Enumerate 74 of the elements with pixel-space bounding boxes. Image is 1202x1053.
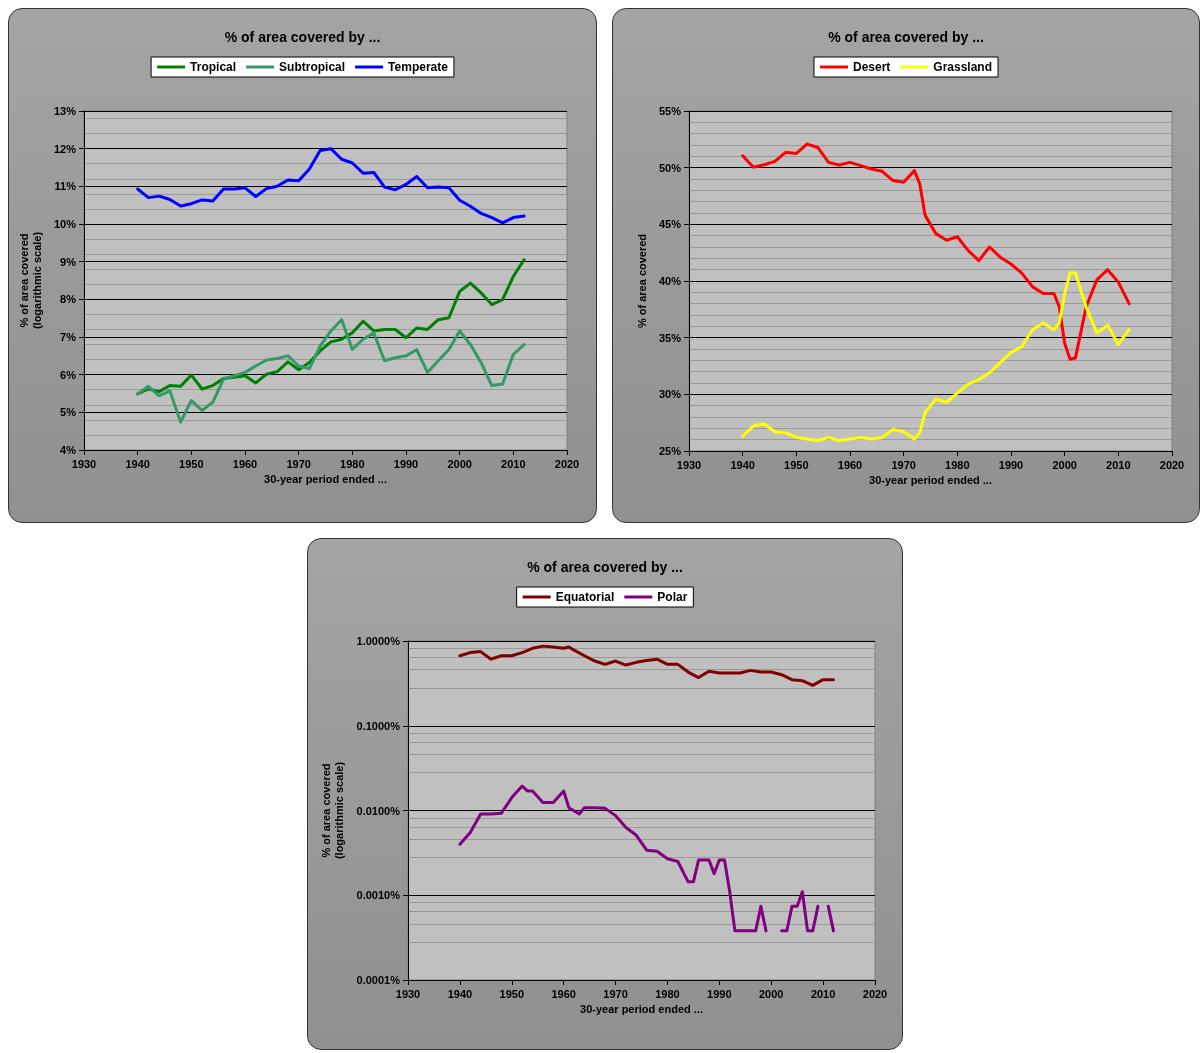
x-tick-label: 1980 <box>340 457 365 470</box>
x-tick-label: 1990 <box>393 457 419 470</box>
x-tick-label: 1980 <box>655 987 680 1000</box>
chart-title: % of area covered by ... <box>527 559 683 575</box>
x-tick-label: 1990 <box>707 987 732 1000</box>
x-tick-label: 1940 <box>447 987 473 1000</box>
y-tick-label: 4% <box>60 444 77 456</box>
y-tick-label: 25% <box>658 445 682 457</box>
y-tick-label: 6% <box>60 368 77 381</box>
y-tick-label: 30% <box>658 388 682 401</box>
legend-label: Equatorial <box>555 590 615 604</box>
y-axis-title: % of area covered (logarithmic scale) <box>320 761 346 860</box>
legend-label: Subtropical <box>279 60 346 74</box>
x-tick-label: 2000 <box>447 457 472 470</box>
x-axis-title: 30-year period ended ... <box>264 473 387 486</box>
y-tick-label: 40% <box>658 275 682 287</box>
x-tick-label: 1970 <box>286 457 311 470</box>
x-tick-label: 2010 <box>810 987 836 1000</box>
x-tick-label: 1950 <box>499 987 525 1000</box>
y-tick-label: 0.0010% <box>356 889 401 902</box>
y-tick-label: 8% <box>60 293 77 306</box>
y-axis-title: % of area covered (logarithmic scale) <box>17 231 43 330</box>
y-tick-label: 5% <box>60 406 77 419</box>
y-tick-label: 13% <box>53 105 77 117</box>
x-tick-label: 2020 <box>1159 458 1185 471</box>
x-axis-title: 30-year period ended ... <box>869 474 992 487</box>
legend-label: Desert <box>852 60 891 74</box>
x-tick-label: 2000 <box>1052 458 1077 471</box>
x-tick-label: 1960 <box>551 987 576 1000</box>
line-series <box>136 147 526 225</box>
y-tick-label: 55% <box>658 105 682 117</box>
x-tick-label: 1990 <box>998 458 1024 471</box>
y-tick-label: 9% <box>60 255 77 268</box>
line-series <box>458 644 835 687</box>
y-tick-label: 50% <box>658 161 682 174</box>
x-tick-label: 2020 <box>862 987 888 1000</box>
line-series <box>741 271 1131 443</box>
x-tick-label: 1930 <box>71 457 97 470</box>
legend-label: Grassland <box>933 60 993 74</box>
x-tick-label: 1960 <box>232 457 258 470</box>
line-series <box>136 318 526 424</box>
y-tick-label: 0.0001% <box>356 974 401 986</box>
y-tick-label: 45% <box>658 218 682 231</box>
x-tick-label: 1960 <box>837 458 863 471</box>
y-tick-label: 11% <box>54 180 77 193</box>
y-tick-label: 10% <box>53 218 77 230</box>
y-tick-label: 0.0100% <box>356 804 401 817</box>
x-tick-label: 2010 <box>501 457 526 470</box>
x-tick-label: 1950 <box>179 457 204 470</box>
line-series <box>136 258 526 396</box>
y-tick-label: 7% <box>60 331 77 343</box>
x-tick-label: 1930 <box>395 987 421 1000</box>
x-tick-label: 1940 <box>125 457 150 470</box>
legend-label: Polar <box>657 590 688 604</box>
legend-label: Temperate <box>388 60 449 74</box>
y-tick-label: 1.0000% <box>356 635 401 647</box>
chart-title: % of area covered by ... <box>828 29 984 45</box>
y-axis-title: % of area covered <box>635 233 648 329</box>
chart-title: % of area covered by ... <box>224 29 381 45</box>
y-tick-label: 12% <box>53 142 77 155</box>
x-tick-label: 1940 <box>730 458 755 471</box>
line-series <box>741 142 1131 361</box>
x-tick-label: 1950 <box>784 458 809 471</box>
x-tick-label: 2000 <box>758 987 784 1000</box>
x-tick-label: 2010 <box>1106 458 1131 471</box>
x-tick-label: 1970 <box>603 987 628 1000</box>
y-tick-label: 0.1000% <box>356 719 401 732</box>
x-tick-label: 1930 <box>676 458 702 471</box>
x-tick-label: 1980 <box>945 458 970 471</box>
x-axis-title: 30-year period ended ... <box>580 1003 703 1016</box>
y-tick-label: 35% <box>658 331 682 344</box>
legend-label: Tropical <box>190 60 237 74</box>
x-tick-label: 1970 <box>891 458 916 471</box>
x-tick-label: 2020 <box>554 457 580 470</box>
